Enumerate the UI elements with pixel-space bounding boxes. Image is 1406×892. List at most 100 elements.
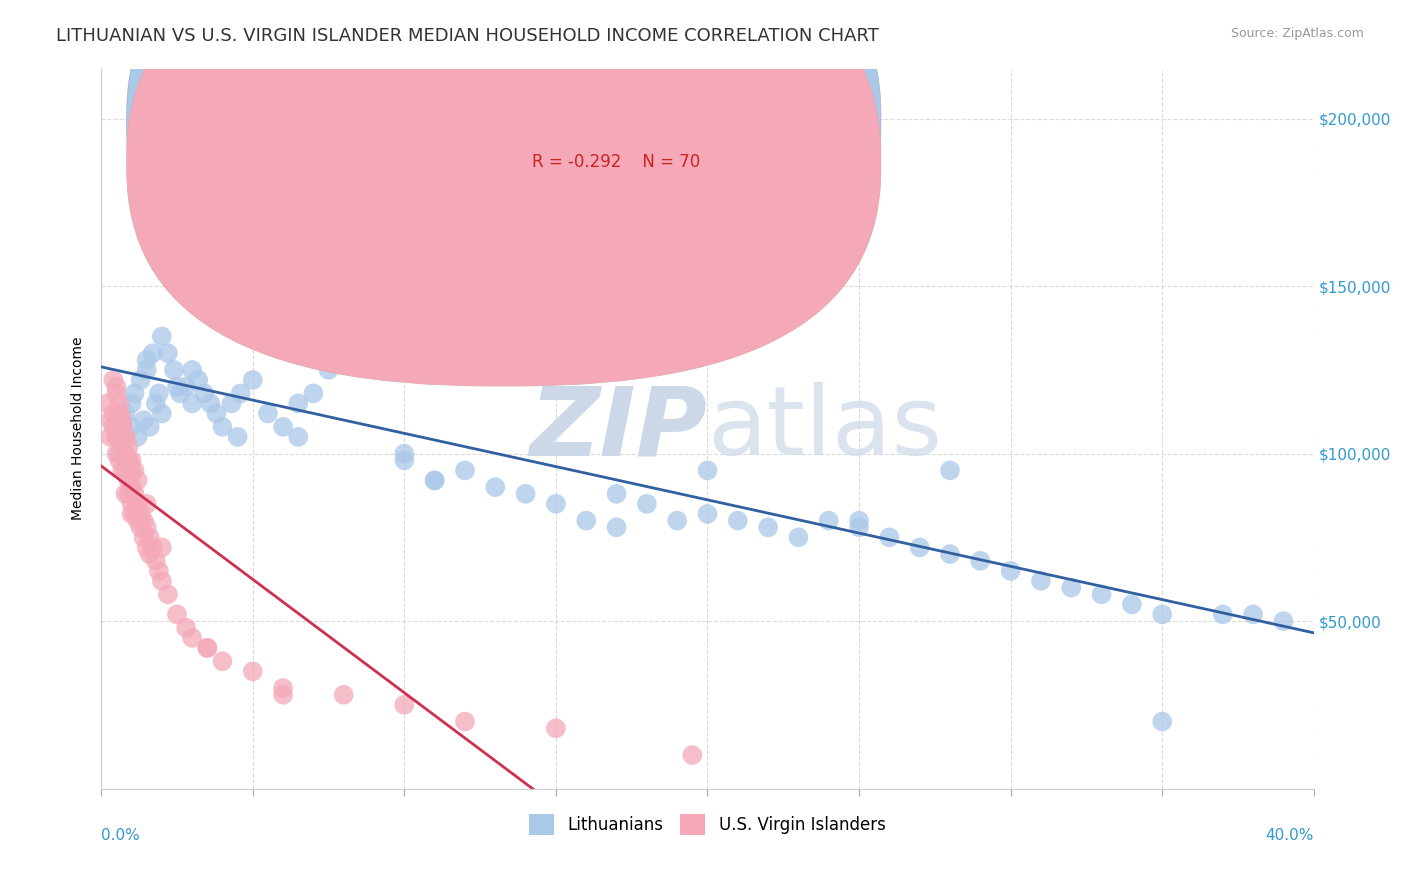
Point	[98, 413, 121, 427]
Point	[287, 430, 309, 444]
Point	[98, 430, 121, 444]
Point	[242, 373, 264, 387]
Point	[394, 453, 416, 467]
Point	[727, 514, 749, 528]
Point	[121, 463, 143, 477]
Point	[105, 379, 128, 393]
Point	[117, 487, 139, 501]
FancyBboxPatch shape	[127, 0, 882, 345]
Point	[166, 379, 188, 393]
Point	[129, 507, 152, 521]
Point	[124, 463, 146, 477]
Point	[181, 631, 204, 645]
Point	[108, 396, 131, 410]
Point	[1152, 607, 1174, 622]
Point	[156, 346, 179, 360]
Point	[515, 487, 537, 501]
Point	[114, 430, 136, 444]
Point	[1060, 581, 1083, 595]
Point	[114, 407, 136, 421]
Point	[138, 530, 160, 544]
Point	[135, 541, 157, 555]
Text: LITHUANIAN VS U.S. VIRGIN ISLANDER MEDIAN HOUSEHOLD INCOME CORRELATION CHART: LITHUANIAN VS U.S. VIRGIN ISLANDER MEDIA…	[56, 27, 879, 45]
Point	[229, 386, 252, 401]
Point	[544, 497, 567, 511]
Point	[606, 520, 628, 534]
Point	[96, 396, 118, 410]
Point	[132, 530, 155, 544]
Point	[271, 681, 294, 695]
Point	[150, 574, 173, 588]
Point	[181, 396, 204, 410]
Point	[378, 352, 401, 367]
Point	[969, 554, 991, 568]
Point	[696, 507, 718, 521]
Point	[103, 407, 125, 421]
Point	[1152, 714, 1174, 729]
Point	[257, 407, 280, 421]
Point	[114, 463, 136, 477]
Point	[135, 497, 157, 511]
Point	[121, 453, 143, 467]
Point	[121, 507, 143, 521]
Point	[124, 507, 146, 521]
Point	[150, 186, 173, 200]
Point	[1212, 607, 1234, 622]
Point	[756, 520, 779, 534]
Point	[142, 346, 165, 360]
Point	[117, 453, 139, 467]
Point	[211, 654, 233, 668]
Point	[181, 363, 204, 377]
Point	[111, 413, 134, 427]
Point	[575, 514, 598, 528]
Point	[226, 430, 249, 444]
Point	[108, 407, 131, 421]
Point	[127, 474, 149, 488]
Point	[142, 541, 165, 555]
Point	[169, 386, 191, 401]
Point	[121, 480, 143, 494]
Point	[103, 420, 125, 434]
Point	[394, 698, 416, 712]
Point	[544, 721, 567, 735]
Text: R = -0.360    N = 85: R = -0.360 N = 85	[531, 112, 700, 130]
Point	[124, 487, 146, 501]
Point	[347, 306, 370, 320]
Legend: Lithuanians, U.S. Virgin Islanders: Lithuanians, U.S. Virgin Islanders	[523, 808, 893, 841]
Point	[318, 363, 340, 377]
Point	[127, 497, 149, 511]
Text: 40.0%: 40.0%	[1265, 828, 1313, 843]
Point	[114, 447, 136, 461]
Point	[108, 407, 131, 421]
Point	[787, 530, 810, 544]
Point	[132, 413, 155, 427]
Point	[150, 329, 173, 343]
Point	[696, 463, 718, 477]
Point	[145, 396, 167, 410]
Text: atlas: atlas	[707, 382, 942, 475]
Text: R = -0.292    N = 70: R = -0.292 N = 70	[531, 153, 700, 171]
Point	[454, 463, 477, 477]
Point	[121, 420, 143, 434]
Point	[111, 420, 134, 434]
Text: ZIP: ZIP	[530, 382, 707, 475]
Point	[363, 329, 385, 343]
Point	[111, 463, 134, 477]
Point	[848, 514, 870, 528]
Point	[103, 373, 125, 387]
Point	[332, 285, 354, 300]
Point	[166, 607, 188, 622]
Point	[287, 396, 309, 410]
Point	[1272, 614, 1295, 628]
Point	[148, 386, 170, 401]
Point	[423, 474, 446, 488]
Point	[332, 688, 354, 702]
Point	[423, 474, 446, 488]
Point	[939, 547, 962, 561]
Point	[105, 420, 128, 434]
Point	[575, 329, 598, 343]
Point	[454, 714, 477, 729]
Point	[105, 430, 128, 444]
Point	[193, 386, 215, 401]
Point	[817, 514, 839, 528]
